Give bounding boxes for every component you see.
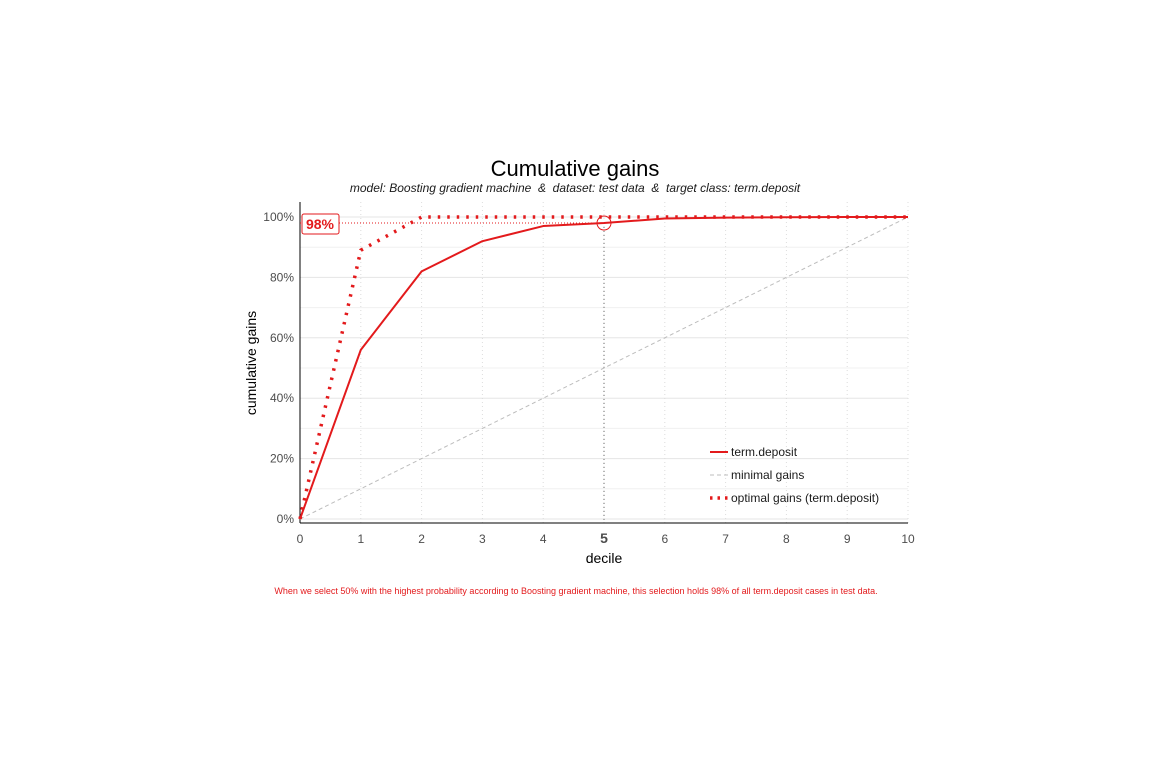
y-tick-label: 20% — [270, 452, 294, 466]
x-axis-label: decile — [586, 550, 623, 566]
x-tick-label: 3 — [479, 532, 486, 546]
x-tick-label: 7 — [722, 532, 729, 546]
legend: term.deposit minimal gains optimal gains (… — [710, 445, 879, 505]
axes — [299, 202, 908, 524]
y-axis-label: cumulative gains — [243, 311, 259, 415]
highlight-label: 98% — [306, 216, 335, 232]
x-tick-label: 2 — [418, 532, 425, 546]
x-tick-label: 10 — [901, 532, 915, 546]
chart-title: Cumulative gains — [491, 156, 660, 181]
x-tick-label: 1 — [357, 532, 364, 546]
x-tick-label: 0 — [297, 532, 304, 546]
highlight-label-box — [301, 213, 340, 235]
series-line-term-deposit — [299, 216, 908, 520]
y-tick-label: 60% — [270, 331, 294, 345]
series-line-minimal-gains — [299, 216, 909, 520]
highlight-guides — [300, 222, 605, 523]
y-tick-label: 40% — [270, 391, 294, 405]
legend-label: optimal gains (term.deposit) — [731, 491, 879, 505]
x-tick-label: 6 — [661, 532, 668, 546]
grid — [299, 202, 909, 523]
chart-caption: When we select 50% with the highest prob… — [274, 586, 877, 596]
x-tick-label: 5 — [600, 530, 608, 546]
series — [298, 215, 909, 520]
legend-label: minimal gains — [731, 468, 804, 482]
chart-subtitle: model: Boosting gradient machine & datas… — [350, 181, 801, 195]
y-tick-label: 80% — [270, 270, 294, 284]
x-tick-label: 8 — [783, 532, 790, 546]
x-tick-label: 9 — [844, 532, 851, 546]
x-tick-label: 4 — [540, 532, 547, 546]
y-tick-label: 0% — [277, 512, 295, 526]
highlight-callout: 98% — [301, 213, 612, 235]
legend-label: term.deposit — [731, 445, 798, 459]
y-tick-labels: 0% 20% 40% 60% 80% 100% — [263, 210, 294, 526]
x-tick-labels: 0 1 2 3 4 5 6 7 8 9 10 — [297, 530, 915, 546]
highlight-point-marker — [596, 215, 612, 231]
y-tick-label: 100% — [263, 210, 294, 224]
